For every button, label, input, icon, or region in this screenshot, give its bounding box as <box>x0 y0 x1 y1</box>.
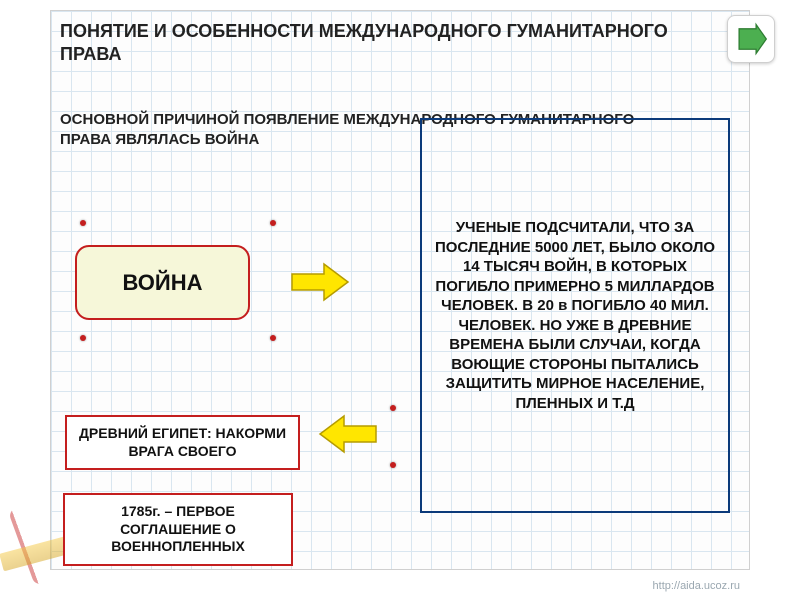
decor-dot <box>390 462 396 468</box>
footer-url: http://aida.ucoz.ru <box>653 580 740 592</box>
decor-dot <box>390 405 396 411</box>
slide-title: ПОНЯТИЕ И ОСОБЕННОСТИ МЕЖДУНАРОДНОГО ГУМ… <box>60 20 680 65</box>
war-box: ВОЙНА <box>75 245 250 320</box>
egypt-box: ДРЕВНИЙ ЕГИПЕТ: НАКОРМИ ВРАГА СВОЕГО <box>65 415 300 470</box>
war-box-label: ВОЙНА <box>122 270 202 296</box>
decor-dot <box>80 220 86 226</box>
facts-box: УЧЕНЫЕ ПОДСЧИТАЛИ, ЧТО ЗА ПОСЛЕДНИЕ 5000… <box>420 118 730 513</box>
arrow-facts-to-history <box>318 412 378 456</box>
arrow-war-to-facts <box>290 260 350 304</box>
next-slide-button[interactable] <box>727 15 775 63</box>
facts-text: УЧЕНЫЕ ПОДСЧИТАЛИ, ЧТО ЗА ПОСЛЕДНИЕ 5000… <box>428 218 722 413</box>
arrow-left-icon <box>318 412 378 456</box>
arrow-right-icon <box>290 260 350 304</box>
decor-dot <box>80 335 86 341</box>
decor-dot <box>270 335 276 341</box>
decor-dot <box>270 220 276 226</box>
egypt-text: ДРЕВНИЙ ЕГИПЕТ: НАКОРМИ ВРАГА СВОЕГО <box>79 425 286 459</box>
treaty-text: 1785г. – ПЕРВОЕ СОГЛАШЕНИЕ О ВОЕННОПЛЕНН… <box>111 503 245 554</box>
arrow-right-icon <box>734 22 768 56</box>
slide: ПОНЯТИЕ И ОСОБЕННОСТИ МЕЖДУНАРОДНОГО ГУМ… <box>0 0 800 600</box>
treaty-box: 1785г. – ПЕРВОЕ СОГЛАШЕНИЕ О ВОЕННОПЛЕНН… <box>63 493 293 566</box>
